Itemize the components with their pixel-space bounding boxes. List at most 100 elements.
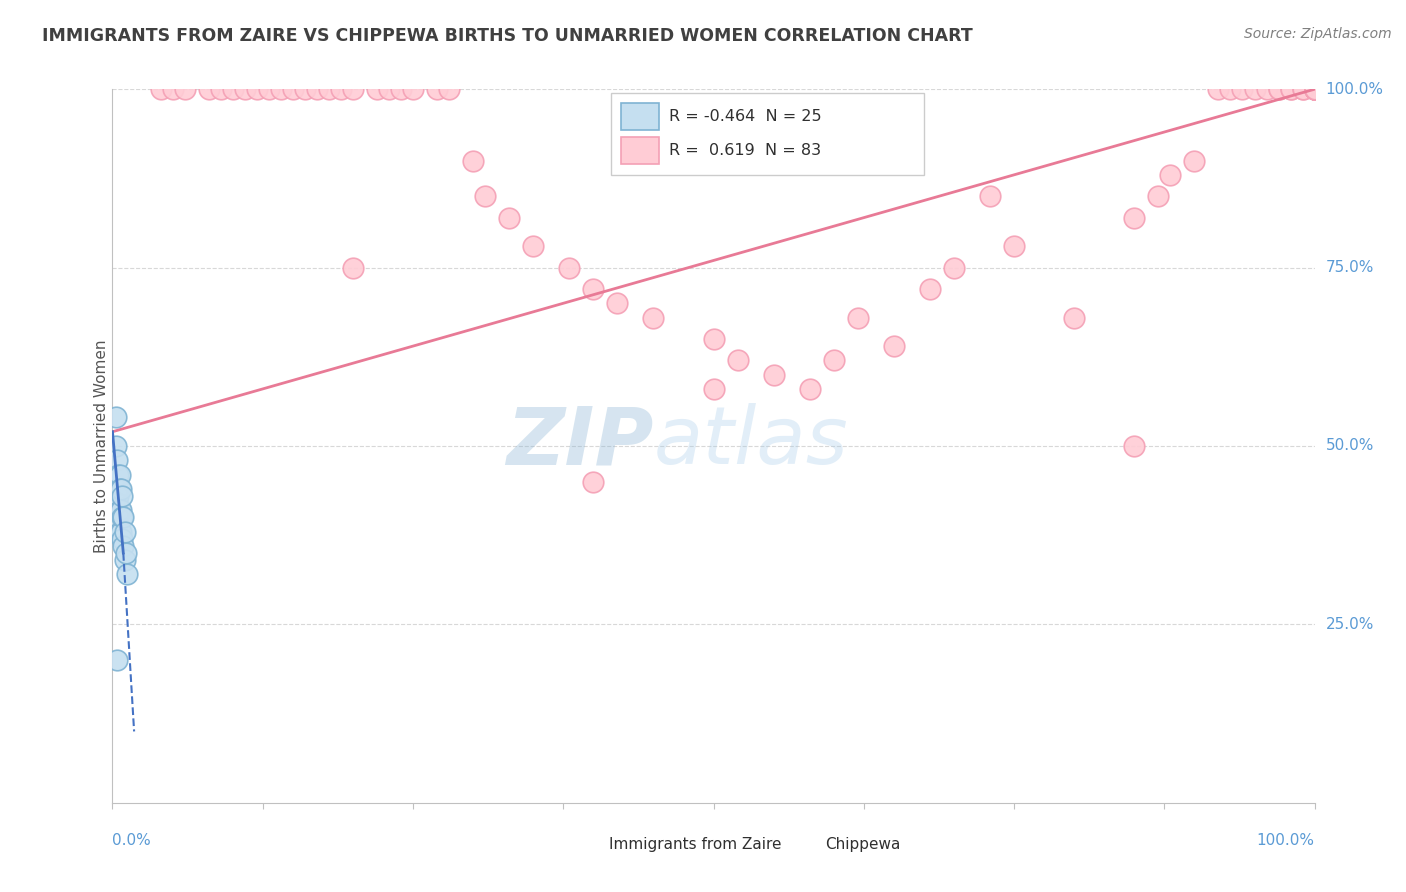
Point [1303, 82, 1326, 96]
Point [389, 82, 412, 96]
Point [1184, 153, 1206, 168]
Text: R =  0.619  N = 83: R = 0.619 N = 83 [669, 143, 821, 158]
Point [105, 482, 128, 496]
Point [1303, 82, 1326, 96]
Point [942, 260, 965, 275]
Point [105, 453, 128, 467]
Point [114, 546, 136, 560]
Point [1159, 168, 1181, 182]
Point [1123, 439, 1146, 453]
Point [1303, 82, 1326, 96]
Point [437, 82, 460, 96]
Point [108, 467, 131, 482]
Point [461, 153, 484, 168]
Point [114, 553, 136, 567]
Point [582, 475, 605, 489]
Point [1279, 82, 1302, 96]
Point [197, 82, 219, 96]
Point [702, 382, 725, 396]
Point [107, 510, 129, 524]
Point [149, 82, 172, 96]
Point [702, 332, 725, 346]
Point [305, 82, 328, 96]
Text: 50.0%: 50.0% [1326, 439, 1374, 453]
Y-axis label: Births to Unmarried Women: Births to Unmarried Women [94, 339, 108, 553]
Point [294, 82, 316, 96]
Point [1303, 82, 1326, 96]
Text: Source: ZipAtlas.com: Source: ZipAtlas.com [1244, 27, 1392, 41]
Point [582, 282, 605, 296]
Point [318, 82, 340, 96]
Point [107, 467, 129, 482]
Point [1267, 82, 1289, 96]
Text: ZIP: ZIP [506, 403, 654, 482]
Point [1303, 82, 1326, 96]
Point [606, 296, 628, 310]
Point [222, 82, 245, 96]
Point [1243, 82, 1265, 96]
Point [1291, 82, 1313, 96]
Point [270, 82, 292, 96]
Point [522, 239, 544, 253]
Point [342, 260, 364, 275]
Point [1303, 82, 1326, 96]
Point [1063, 310, 1085, 325]
Point [1303, 82, 1326, 96]
Point [209, 82, 232, 96]
Point [883, 339, 905, 353]
Point [558, 260, 581, 275]
Point [246, 82, 269, 96]
Point [1002, 239, 1025, 253]
Text: Immigrants from Zaire: Immigrants from Zaire [609, 838, 782, 853]
Point [1291, 82, 1313, 96]
Point [1303, 82, 1326, 96]
Point [1303, 82, 1326, 96]
Text: R = -0.464  N = 25: R = -0.464 N = 25 [669, 109, 821, 124]
Point [1232, 82, 1254, 96]
Point [108, 524, 131, 539]
Point [111, 510, 134, 524]
Bar [621, 103, 659, 130]
Point [762, 368, 785, 382]
Point [1303, 82, 1326, 96]
Point [1123, 211, 1146, 225]
Point [342, 82, 364, 96]
Point [474, 189, 496, 203]
Point [112, 539, 135, 553]
Bar [621, 137, 659, 164]
Point [979, 189, 1001, 203]
Point [1147, 189, 1170, 203]
Point [1303, 82, 1326, 96]
Point [1303, 82, 1326, 96]
Point [108, 482, 131, 496]
Point [1303, 82, 1326, 96]
Point [1303, 82, 1326, 96]
Point [1267, 82, 1289, 96]
Point [111, 532, 134, 546]
Text: IMMIGRANTS FROM ZAIRE VS CHIPPEWA BIRTHS TO UNMARRIED WOMEN CORRELATION CHART: IMMIGRANTS FROM ZAIRE VS CHIPPEWA BIRTHS… [42, 27, 973, 45]
Point [329, 82, 352, 96]
Point [112, 510, 135, 524]
Point [108, 503, 131, 517]
Point [257, 82, 280, 96]
Point [115, 567, 138, 582]
Point [1303, 82, 1326, 96]
Point [378, 82, 401, 96]
Point [426, 82, 449, 96]
Point [1303, 82, 1326, 96]
Point [366, 82, 388, 96]
FancyBboxPatch shape [612, 93, 924, 175]
Point [173, 82, 195, 96]
Point [846, 310, 869, 325]
Point [799, 382, 821, 396]
Point [110, 503, 132, 517]
Point [114, 524, 136, 539]
Text: 0.0%: 0.0% [112, 833, 152, 848]
Text: 100.0%: 100.0% [1326, 82, 1384, 96]
Point [107, 489, 129, 503]
Point [1219, 82, 1241, 96]
Text: atlas: atlas [654, 403, 848, 482]
Text: 100.0%: 100.0% [1257, 833, 1315, 848]
Point [105, 653, 128, 667]
Point [1303, 82, 1326, 96]
